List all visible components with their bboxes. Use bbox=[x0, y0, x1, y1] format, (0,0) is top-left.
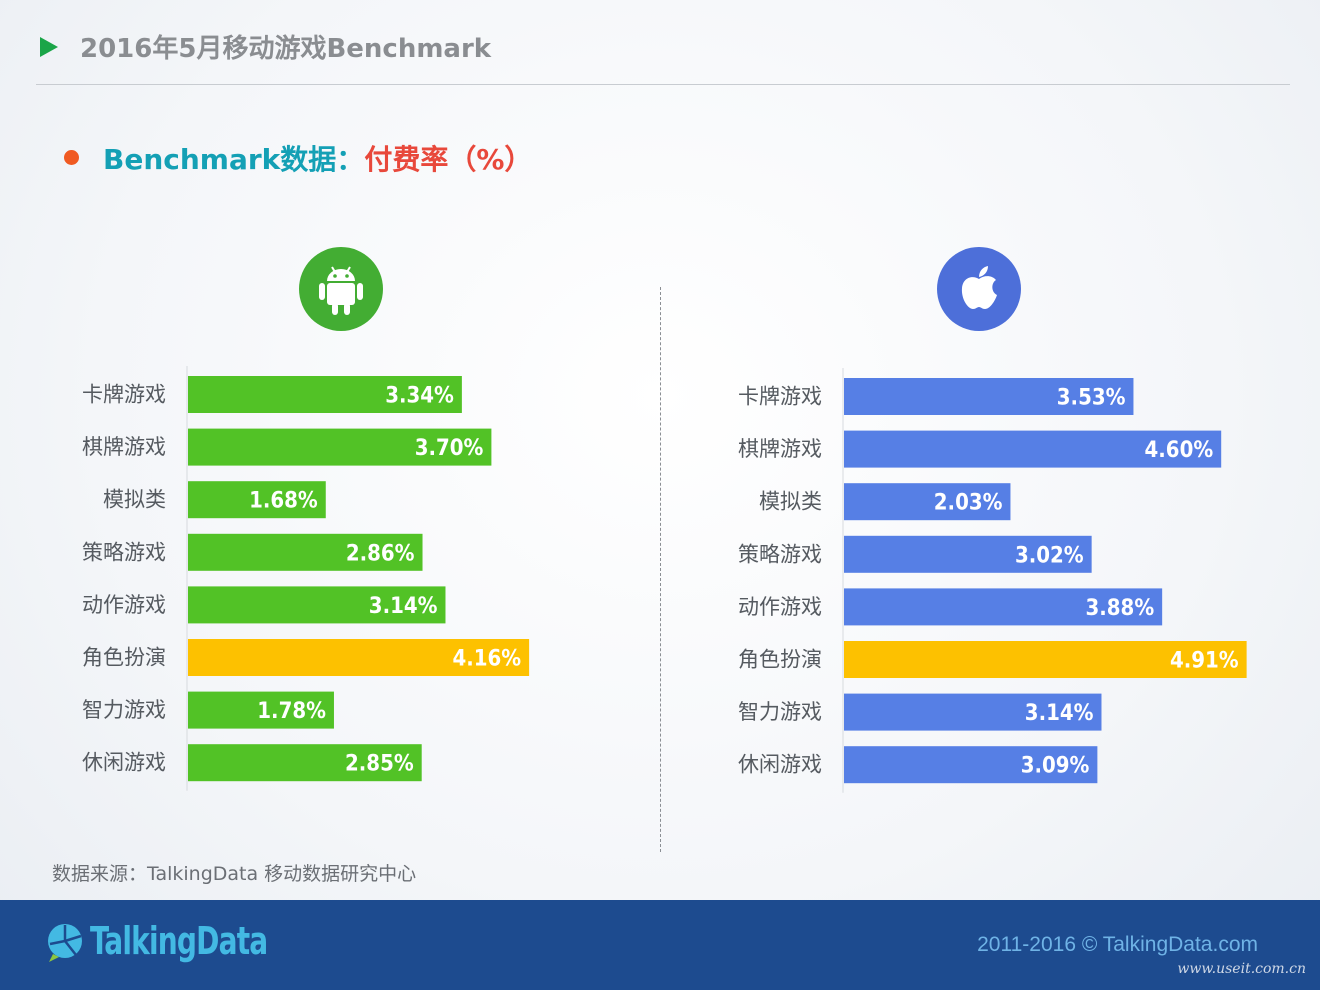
category-label-2: 模拟类 bbox=[103, 488, 166, 512]
bar-1 bbox=[844, 430, 1222, 468]
bar-7 bbox=[188, 744, 422, 782]
bar-5 bbox=[844, 641, 1247, 678]
android-bar-chart: 卡牌游戏 3.34% 棋牌游戏 3.70% 模拟类 1.68% 策略游戏 2.86% 动作游戏 3… bbox=[60, 366, 620, 796]
bullet-icon bbox=[64, 150, 79, 165]
bar-4 bbox=[188, 586, 446, 624]
bar-6 bbox=[188, 691, 334, 729]
bar-2 bbox=[844, 483, 1011, 521]
category-label-1: 棋牌游戏 bbox=[738, 437, 822, 461]
value-label-0: 3.53% bbox=[1057, 386, 1126, 411]
panel-divider bbox=[660, 287, 661, 852]
copyright-text: 2011-2016 © TalkingData.com bbox=[977, 933, 1258, 956]
play-icon bbox=[40, 37, 58, 57]
value-label-5: 4.91% bbox=[1170, 649, 1239, 674]
watermark-text: www.useit.com.cn bbox=[1177, 961, 1306, 977]
header-divider bbox=[36, 84, 1290, 85]
bar-5 bbox=[188, 639, 530, 676]
bar-1 bbox=[188, 428, 492, 466]
bar-6 bbox=[844, 693, 1102, 731]
category-label-5: 角色扮演 bbox=[82, 646, 166, 670]
bar-0 bbox=[188, 376, 462, 413]
bar-2 bbox=[188, 481, 326, 519]
value-label-2: 2.03% bbox=[934, 491, 1003, 516]
value-label-3: 2.86% bbox=[346, 541, 415, 566]
category-label-2: 模拟类 bbox=[759, 490, 822, 514]
category-label-3: 策略游戏 bbox=[738, 542, 822, 566]
value-label-1: 4.60% bbox=[1145, 438, 1214, 463]
category-label-7: 休闲游戏 bbox=[82, 751, 166, 775]
category-label-4: 动作游戏 bbox=[738, 595, 822, 619]
value-label-4: 3.88% bbox=[1085, 596, 1154, 621]
apple-icon bbox=[937, 247, 1021, 331]
category-label-4: 动作游戏 bbox=[82, 593, 166, 617]
value-label-4: 3.14% bbox=[369, 594, 438, 619]
bar-3 bbox=[844, 535, 1092, 573]
bar-3 bbox=[188, 533, 423, 571]
category-label-6: 智力游戏 bbox=[82, 698, 166, 722]
value-label-0: 3.34% bbox=[385, 384, 454, 409]
category-label-1: 棋牌游戏 bbox=[82, 435, 166, 459]
android-icon bbox=[299, 247, 383, 331]
footer-bar bbox=[0, 900, 1320, 990]
data-source-note: 数据来源：TalkingData 移动数据研究中心 bbox=[52, 863, 417, 885]
value-label-7: 3.09% bbox=[1021, 754, 1090, 779]
subtitle-part-a: Benchmark数据： bbox=[103, 143, 365, 176]
value-label-3: 3.02% bbox=[1015, 543, 1084, 568]
category-label-6: 智力游戏 bbox=[738, 700, 822, 724]
chart-subtitle: Benchmark数据：付费率（%） bbox=[103, 138, 532, 178]
bar-4 bbox=[844, 588, 1163, 626]
page-title: 2016年5月移动游戏Benchmark bbox=[80, 34, 492, 64]
category-label-0: 卡牌游戏 bbox=[82, 383, 166, 407]
bar-7 bbox=[844, 746, 1098, 784]
category-label-7: 休闲游戏 bbox=[738, 753, 822, 777]
value-label-2: 1.68% bbox=[249, 489, 318, 514]
category-label-0: 卡牌游戏 bbox=[738, 385, 822, 409]
page-header: 2016年5月移动游戏Benchmark bbox=[0, 0, 1320, 86]
talkingdata-logo-icon bbox=[48, 924, 82, 962]
subtitle-part-b: 付费率（%） bbox=[364, 143, 533, 176]
value-label-1: 3.70% bbox=[415, 436, 484, 461]
value-label-6: 3.14% bbox=[1025, 701, 1094, 726]
ios-bar-chart: 卡牌游戏 3.53% 棋牌游戏 4.60% 模拟类 2.03% 策略游戏 3.02% 动作游戏 3… bbox=[716, 368, 1276, 798]
category-label-3: 策略游戏 bbox=[82, 540, 166, 564]
value-label-6: 1.78% bbox=[257, 699, 326, 724]
category-label-5: 角色扮演 bbox=[738, 648, 822, 672]
bar-0 bbox=[844, 378, 1134, 415]
talkingdata-logo-text: TalkingData bbox=[90, 919, 268, 963]
value-label-5: 4.16% bbox=[452, 647, 521, 672]
value-label-7: 2.85% bbox=[345, 752, 414, 777]
